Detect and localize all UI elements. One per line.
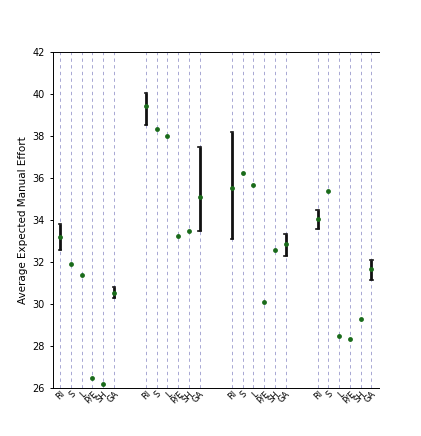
Y-axis label: Average Expected Manual Effort: Average Expected Manual Effort xyxy=(19,136,29,304)
